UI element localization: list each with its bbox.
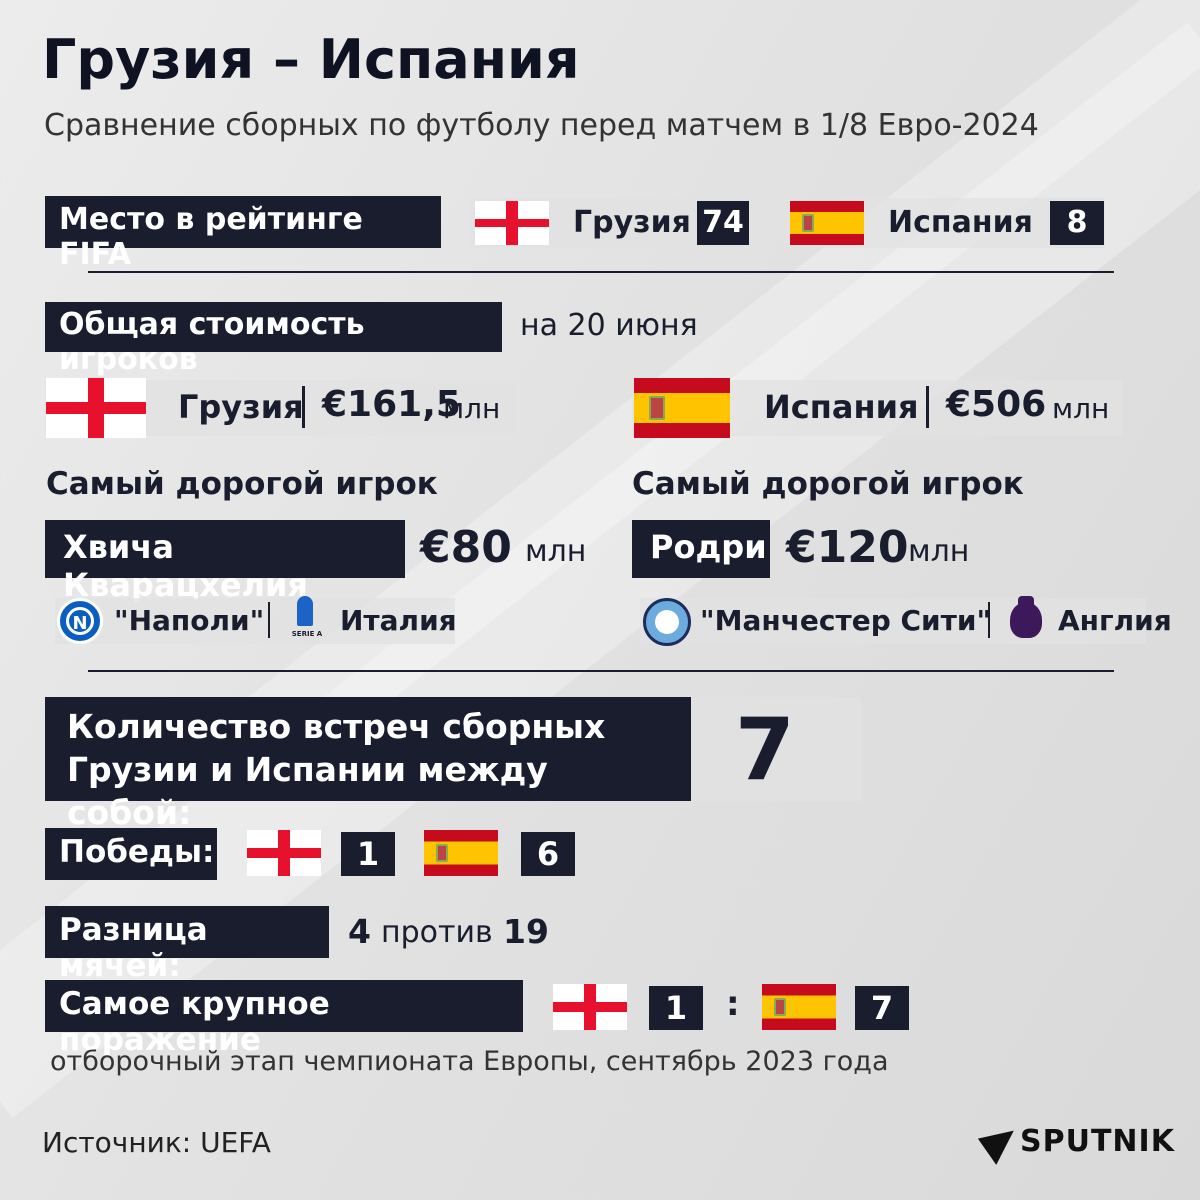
fifa-spain-rank: 8: [1050, 201, 1104, 245]
value-spain-unit: млн: [1052, 392, 1110, 425]
spain-flag-icon: [790, 201, 864, 245]
fifa-spain-name: Испания: [888, 205, 1033, 240]
georgia-flag-icon: [475, 201, 549, 245]
georgia-league-country: Италия: [340, 604, 457, 637]
fifa-georgia-rank: 74: [697, 201, 749, 245]
georgia-player-heading: Самый дорогой игрок: [46, 466, 438, 502]
value-label: Общая стоимость игроков: [45, 302, 502, 377]
defeat-label: Самое крупное поражение: [45, 980, 523, 1058]
georgia-player-unit: млн: [525, 534, 587, 569]
value-date: на 20 июня: [520, 308, 698, 343]
source-text: Источник: UEFA: [42, 1126, 271, 1159]
wins-georgia: 1: [341, 832, 395, 876]
meetings-label-line2: Грузии и Испании между собой:: [67, 750, 548, 832]
spain-player-heading: Самый дорогой игрок: [632, 466, 1024, 502]
fifa-label: Место в рейтинге FIFA: [45, 196, 441, 272]
defeat-georgia: 1: [649, 986, 703, 1030]
meetings-label-line1: Количество встреч сборных: [67, 707, 606, 746]
spain-league-country: Англия: [1058, 604, 1172, 637]
serie-a-logo-icon: SERIE A: [290, 596, 322, 642]
spain-flag-icon: [634, 378, 730, 438]
value-georgia-unit: млн: [443, 392, 501, 425]
wins-spain: 6: [521, 832, 575, 876]
divider: [88, 670, 1114, 672]
fifa-georgia-name: Грузия: [573, 205, 691, 240]
spain-player-value: €120: [786, 522, 909, 573]
spain-flag-icon: [762, 984, 836, 1030]
meetings-count-bg: [691, 697, 861, 801]
defeat-colon: :: [726, 984, 740, 1024]
wins-label: Победы:: [45, 828, 217, 880]
spain-flag-icon: [424, 830, 498, 876]
separator: [268, 602, 270, 638]
value-spain-name: Испания: [764, 388, 919, 426]
goals-spain: 19: [503, 912, 549, 951]
premier-league-logo-icon: [1006, 596, 1046, 642]
georgia-flag-icon: [46, 378, 146, 438]
spain-player-unit: млн: [908, 534, 970, 569]
goals-versus: против: [381, 915, 493, 950]
value-georgia-amount: €161,5: [322, 384, 461, 425]
sputnik-brand: SPUTNIK: [1020, 1124, 1175, 1159]
page-subtitle: Сравнение сборных по футболу перед матче…: [44, 108, 1039, 143]
georgia-flag-icon: [247, 830, 321, 876]
goals-label: Разница мячей:: [45, 906, 329, 984]
value-spain-amount: €506: [946, 384, 1047, 425]
meetings-count: 7: [735, 700, 795, 800]
georgia-flag-icon: [553, 984, 627, 1030]
defeat-note: отборочный этап чемпионата Европы, сентя…: [50, 1046, 889, 1077]
meetings-label: Количество встреч сборных Грузии и Испан…: [45, 697, 691, 832]
separator: [988, 602, 990, 638]
georgia-player-name: Хвича Кварацхелия: [45, 520, 405, 604]
man-city-logo-icon: [643, 598, 691, 646]
sputnik-logo-icon: [977, 1119, 1025, 1165]
goals-georgia: 4: [348, 912, 371, 951]
georgia-club-name: "Наполи": [114, 604, 265, 637]
spain-club-bg: [640, 598, 1146, 644]
value-georgia-name: Грузия: [178, 388, 304, 426]
spain-player-name: Родри: [632, 520, 770, 578]
separator: [302, 386, 305, 428]
page-title: Грузия – Испания: [42, 28, 580, 91]
spain-club-name: "Манчестер Сити": [700, 604, 992, 637]
georgia-club-bg: [55, 598, 455, 644]
georgia-player-value: €80: [420, 522, 512, 573]
defeat-spain: 7: [855, 986, 909, 1030]
separator: [926, 386, 929, 428]
napoli-logo-icon: N: [57, 598, 103, 644]
divider: [88, 271, 1114, 273]
